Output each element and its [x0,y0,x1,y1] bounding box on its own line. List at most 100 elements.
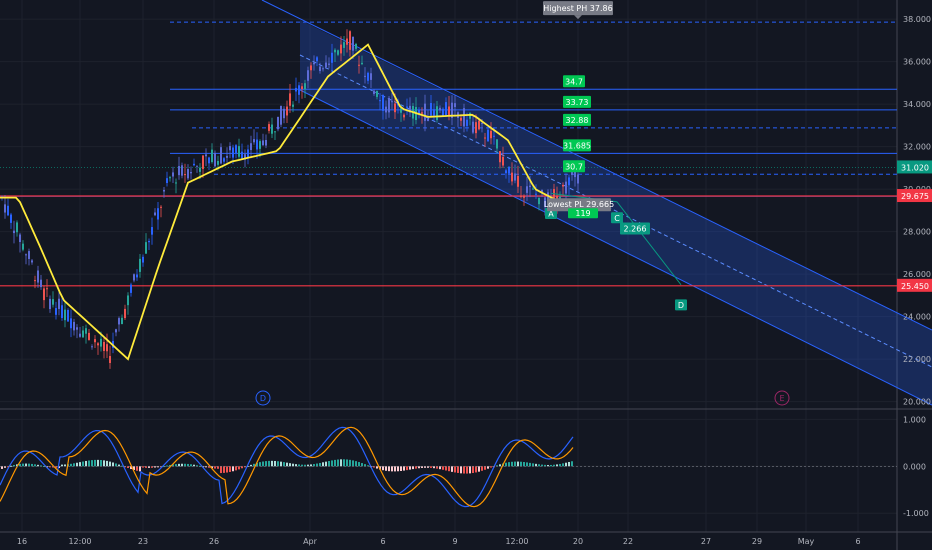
candle-body [286,106,288,116]
osc-histogram-bar [82,461,84,467]
time-tick-label: 9 [452,537,457,546]
osc-histogram-bar [34,464,36,467]
candle-body [559,196,561,199]
osc-histogram-bar [262,461,264,467]
candle-body [157,208,159,220]
osc-histogram-bar [442,466,444,470]
osc-histogram-bar [22,463,24,467]
pattern-point-label: D [678,301,684,310]
candle-body [430,103,432,116]
candle-body [91,346,93,348]
candle-body [262,140,264,146]
osc-histogram-bar [430,466,432,468]
osc-histogram-bar [55,466,57,468]
marker-D [255,390,271,406]
osc-histogram-bar [544,464,546,467]
osc-histogram-bar [76,462,78,467]
candle-body [274,131,276,133]
marker-label: D [260,394,266,403]
osc-histogram-bar [328,460,330,467]
candle-body [508,166,510,174]
candle-body [103,341,105,351]
osc-histogram-bar [400,466,402,471]
osc-histogram-bar [298,464,300,467]
osc-histogram-bar [445,466,447,471]
candle-body [553,189,555,206]
osc-histogram-bar [517,461,519,467]
osc-histogram-bar [505,462,507,467]
candle-body [196,165,198,167]
osc-histogram-bar [541,464,543,467]
osc-tick-label: 1.000 [903,415,926,424]
osc-histogram-bar [259,462,261,467]
candle-body [118,318,120,325]
candle-body [43,288,45,301]
tp-label-4 [563,160,585,173]
candle-body [241,151,243,159]
osc-histogram-bar [439,466,441,470]
osc-histogram-bar [334,459,336,467]
candle-body [499,151,501,163]
candle-body [391,101,393,103]
candle-body [70,318,72,329]
osc-histogram-bar [91,460,93,467]
pattern-point-C [611,212,623,224]
candle-body [577,174,579,184]
osc-histogram-bar [475,466,477,473]
osc-histogram-bar [1,466,3,469]
osc-histogram-bar [208,466,210,468]
osc-histogram-bar [301,464,303,467]
osc-histogram-bar [415,466,417,469]
osc-histogram-bar [562,463,564,467]
candle-body [100,338,102,347]
osc-histogram-bar [343,459,345,467]
osc-histogram-bar [265,461,267,467]
pattern-ratio [620,222,650,235]
pattern-ratio-label: 2.266 [624,225,647,234]
candle-body [364,75,366,77]
osc-histogram-bar [157,466,159,468]
osc-histogram-bar [427,466,429,468]
osc-histogram-bar [148,466,150,468]
osc-histogram-bar [226,466,228,473]
osc-histogram-bar [178,463,180,467]
candle-body [568,177,570,186]
osc-histogram-bar [457,466,459,473]
osc-histogram-bar [346,459,348,467]
osc-histogram-bar [196,465,198,467]
candle-body [310,65,312,71]
candle-body [223,158,225,162]
candle-body [514,173,516,181]
candle-body [349,31,351,50]
time-tick-label: 16 [17,537,27,546]
osc-histogram-bar [229,466,231,472]
obscured-label [568,208,598,219]
osc-histogram-bar [514,461,516,467]
osc-histogram-bar [361,463,363,467]
candle-body [193,163,195,166]
time-tick-label: 29 [752,537,762,546]
osc-histogram-bar [151,466,153,468]
candle-body [388,97,390,113]
osc-histogram-bar [508,462,510,467]
osc-histogram-bar [118,464,120,467]
time-tick-label: 22 [623,537,633,546]
price-tick-label: 20.000 [903,398,931,407]
osc-histogram-bar [550,464,552,467]
candle-body [52,299,54,305]
osc-histogram-bar [25,463,27,467]
osc-histogram-bar [466,466,468,474]
osc-histogram-bar [217,466,219,469]
osc-histogram-bar [214,466,216,469]
osc-histogram-bar [250,464,252,467]
candle-body [496,139,498,149]
osc-fast-line [0,426,574,508]
candle-body [121,317,123,325]
osc-histogram-bar [556,464,558,467]
time-tick-label: May [798,537,815,546]
candlesticks [1,29,579,369]
osc-histogram-bar [211,466,213,469]
candle-body [532,188,534,190]
candle-body [73,321,75,331]
